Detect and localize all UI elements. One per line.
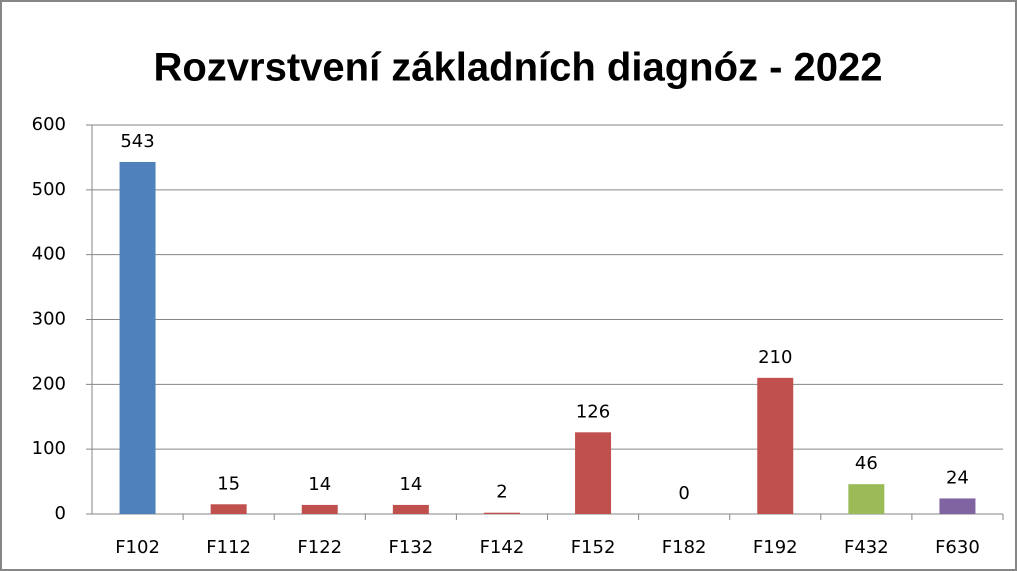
y-tick-label: 200 xyxy=(32,373,66,394)
x-tick-label: F112 xyxy=(206,537,251,558)
y-tick-label: 500 xyxy=(32,179,66,200)
chart-title: Rozvrstvení základních diagnóz - 2022 xyxy=(153,46,882,90)
y-tick-label: 100 xyxy=(32,438,66,459)
x-tick-label: F152 xyxy=(571,537,616,558)
data-label: 543 xyxy=(120,131,154,152)
data-label: 2 xyxy=(496,482,507,503)
bar xyxy=(119,161,156,514)
bar xyxy=(392,504,429,514)
y-tick-label: 600 xyxy=(32,114,66,135)
x-tick-label: F122 xyxy=(297,537,342,558)
data-label: 46 xyxy=(855,453,878,474)
y-tick-label: 300 xyxy=(32,309,66,330)
bar xyxy=(483,512,520,514)
x-tick-label: F432 xyxy=(844,537,889,558)
bar xyxy=(939,498,976,514)
y-tick-label: 400 xyxy=(32,244,66,265)
bar xyxy=(301,504,338,514)
bar xyxy=(848,484,885,514)
x-tick-label: F182 xyxy=(662,537,707,558)
x-tick-label: F630 xyxy=(935,537,980,558)
data-label: 210 xyxy=(758,347,792,368)
bar xyxy=(575,432,612,514)
data-label: 14 xyxy=(308,474,331,495)
bar xyxy=(757,377,794,514)
bar xyxy=(210,504,247,514)
x-tick-label: F102 xyxy=(115,537,160,558)
data-label: 126 xyxy=(576,401,610,422)
data-label: 24 xyxy=(946,467,969,488)
x-tick-label: F142 xyxy=(480,537,525,558)
data-label: 15 xyxy=(217,473,240,494)
data-label: 0 xyxy=(678,483,689,504)
y-tick-label: 0 xyxy=(55,503,66,524)
data-label: 14 xyxy=(399,474,422,495)
x-tick-label: F132 xyxy=(388,537,433,558)
x-tick-label: F192 xyxy=(753,537,798,558)
